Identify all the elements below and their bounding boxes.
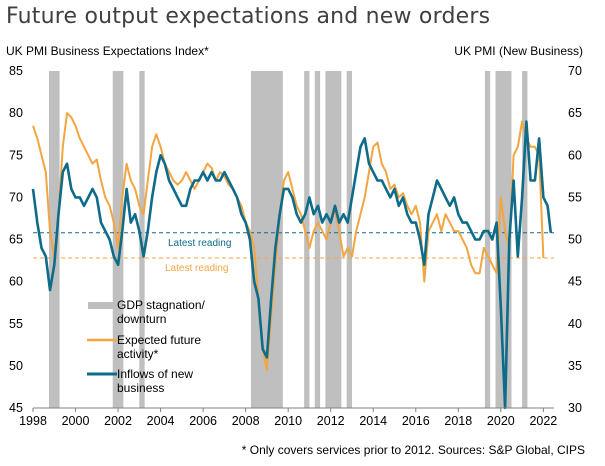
y-right-tick-label: 30 [568, 401, 582, 415]
y-right-tick-label: 60 [568, 148, 582, 162]
x-tick-label: 2002 [104, 414, 132, 428]
y-left-tick-label: 65 [9, 233, 23, 247]
new-business-line [31, 120, 553, 410]
y-right-tick-label: 45 [568, 275, 582, 289]
x-tick-label: 2018 [444, 414, 472, 428]
legend-label: GDP stagnation/ [117, 298, 205, 312]
y-right-tick-label: 55 [568, 190, 582, 204]
x-tick-label: 2006 [189, 414, 217, 428]
legend-label: Inflows of new [117, 367, 193, 381]
x-tick-label: 2012 [317, 414, 345, 428]
axes: 1998 2000 2002 2004 2006 2008 2010 2012 2014 2016… [9, 64, 582, 428]
x-tick-label: 1998 [19, 414, 47, 428]
y-left-tick-label: 55 [9, 317, 23, 331]
shaded-period-band [346, 71, 352, 408]
series-lines [31, 112, 553, 410]
x-tick-label: 2020 [487, 414, 515, 428]
legend-gdp-swatch [88, 302, 116, 309]
y-left-tick-label: 70 [9, 190, 23, 204]
y-left-tick-label: 80 [9, 106, 23, 120]
y-left-tick-label: 50 [9, 359, 23, 373]
reference-line-label: Latest reading [168, 238, 231, 249]
x-tick-label: 2022 [529, 414, 557, 428]
y-right-tick-label: 70 [568, 64, 582, 78]
expected-activity-line [32, 112, 545, 372]
legend-label: downturn [117, 312, 166, 326]
x-tick-label: 2000 [62, 414, 90, 428]
y-right-tick-label: 35 [568, 359, 582, 373]
x-tick-label: 2016 [402, 414, 430, 428]
y-left-tick-label: 45 [9, 401, 23, 415]
shaded-period-band [314, 71, 321, 408]
shaded-period-band [522, 71, 528, 408]
y-right-tick-label: 50 [568, 233, 582, 247]
legend: GDP stagnation/downturn Expected futureac… [87, 298, 205, 395]
y-left-tick-label: 75 [9, 148, 23, 162]
reference-line-label: Latest reading [165, 263, 228, 274]
y-left-tick-label: 60 [9, 275, 23, 289]
shaded-period-band [484, 71, 491, 408]
legend-label: activity* [117, 347, 159, 361]
x-tick-label: 2004 [147, 414, 175, 428]
left-axis-title: UK PMI Business Expectations Index* [6, 44, 209, 58]
x-tick-label: 2010 [274, 414, 302, 428]
x-tick-label: 2008 [232, 414, 260, 428]
shaded-period-band [48, 71, 60, 408]
y-right-tick-label: 65 [568, 106, 582, 120]
chart-title: Future output expectations and new order… [6, 4, 491, 29]
shaded-period-band [325, 71, 342, 408]
legend-label: business [117, 381, 164, 395]
legend-label: Expected future [117, 333, 201, 347]
y-left-tick-label: 85 [9, 64, 23, 78]
y-right-tick-label: 40 [568, 317, 582, 331]
footnote: * Only covers services prior to 2012. So… [241, 443, 585, 457]
x-tick-label: 2014 [359, 414, 387, 428]
right-axis-title: UK PMI (New Business) [454, 44, 583, 58]
